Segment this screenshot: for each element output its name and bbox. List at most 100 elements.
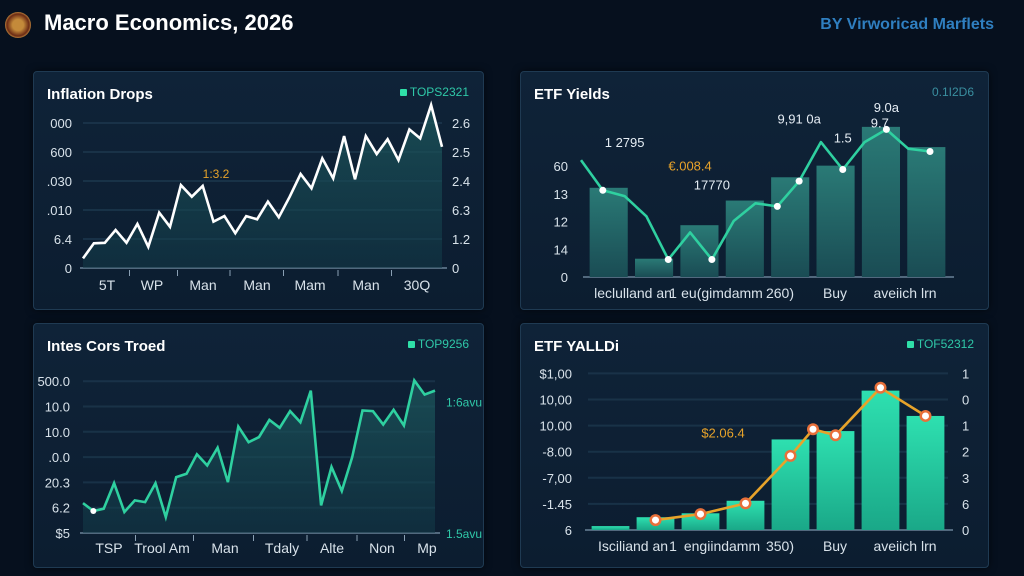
y-tick-label: $1,00 bbox=[539, 366, 572, 381]
data-point bbox=[697, 510, 704, 518]
x-tick-label: WP bbox=[141, 277, 164, 293]
y-tick-label: 10.0 bbox=[45, 400, 70, 415]
bar bbox=[861, 126, 900, 277]
y2-tick-label: 6.3 bbox=[452, 203, 470, 218]
area-fill bbox=[83, 105, 442, 268]
y2-tick-label: 1.5avu bbox=[446, 527, 482, 541]
y2-tick-label: 1.2 bbox=[452, 232, 470, 247]
x-tick-label: Non bbox=[369, 540, 395, 556]
data-point bbox=[922, 412, 929, 420]
x-tick-label: Man bbox=[352, 277, 379, 293]
bar bbox=[816, 165, 855, 277]
data-point bbox=[773, 202, 781, 210]
series-line bbox=[82, 377, 436, 522]
bar bbox=[907, 147, 946, 277]
x-tick-label: 30Q bbox=[404, 277, 431, 293]
data-point bbox=[832, 431, 839, 439]
y-tick-label: 10,00 bbox=[539, 393, 572, 408]
data-point bbox=[839, 166, 847, 174]
data-point bbox=[708, 256, 716, 264]
legend-badge: 0.1I2D6 bbox=[932, 85, 974, 99]
x-tick-label: Tdaly bbox=[265, 540, 299, 556]
y2-tick-label: 0 bbox=[962, 523, 969, 538]
bar bbox=[680, 225, 719, 277]
y2-tick-label: 0 bbox=[452, 261, 459, 276]
data-label: $2.06.4 bbox=[701, 425, 744, 440]
bar bbox=[816, 431, 855, 530]
bar bbox=[681, 513, 720, 530]
bar bbox=[635, 258, 674, 277]
bar bbox=[771, 177, 810, 277]
y-tick-label: 0 bbox=[561, 270, 568, 285]
x-tick-label: 5T bbox=[99, 277, 116, 293]
x-tick-label: Buy bbox=[823, 538, 847, 554]
y-tick-label: 20.3 bbox=[45, 475, 70, 490]
byline: BY Virworicad Marflets bbox=[820, 16, 994, 33]
bar bbox=[861, 390, 900, 530]
data-label: 1.5 bbox=[834, 131, 852, 146]
x-tick-label: aveiich lrn bbox=[873, 538, 936, 554]
y2-tick-label: 1 bbox=[962, 419, 969, 434]
x-tick-label: 260) bbox=[766, 285, 794, 301]
y-tick-label: 13 bbox=[554, 187, 568, 202]
panel-title: Inflation Drops bbox=[47, 86, 153, 103]
data-point bbox=[599, 186, 607, 194]
y2-tick-label: 2.4 bbox=[452, 174, 470, 189]
x-tick-label: Alte bbox=[320, 540, 344, 556]
y-tick-label: 6 bbox=[565, 523, 572, 538]
legend-label: TOP9256 bbox=[417, 337, 469, 351]
y-tick-label: .0.0 bbox=[48, 450, 70, 465]
x-tick-label: 1 bbox=[669, 538, 677, 554]
y2-tick-label: 6 bbox=[962, 497, 969, 512]
x-tick-label: 1 bbox=[669, 285, 677, 301]
data-point bbox=[664, 256, 672, 264]
data-label: 1 2795 bbox=[605, 135, 645, 150]
data-point bbox=[90, 507, 97, 514]
x-tick-label: Isciliand an bbox=[598, 538, 668, 554]
y-tick-label: 60 bbox=[554, 159, 568, 174]
x-tick-label: Man bbox=[189, 277, 216, 293]
data-point bbox=[787, 452, 794, 460]
x-tick-label: Mam bbox=[294, 277, 325, 293]
y2-tick-label: 2 bbox=[962, 445, 969, 460]
legend-label: TOPS2321 bbox=[409, 85, 469, 99]
data-label: €.008.4 bbox=[668, 158, 711, 173]
x-tick-label: Mp bbox=[417, 540, 437, 556]
data-point bbox=[809, 425, 817, 433]
y-tick-label: .010 bbox=[47, 203, 72, 218]
data-point bbox=[877, 384, 884, 392]
data-label: 17770 bbox=[694, 178, 730, 193]
y-tick-label: 600 bbox=[50, 145, 72, 160]
y-tick-label: 10.00 bbox=[539, 419, 572, 434]
y2-tick-label: 1 bbox=[962, 366, 969, 381]
bar bbox=[589, 187, 628, 277]
data-label: 9.0a bbox=[874, 100, 900, 115]
data-point bbox=[652, 516, 659, 524]
y-tick-label: 10.0 bbox=[45, 425, 70, 440]
legend-badge: TOP9256 bbox=[407, 337, 469, 351]
panel-title: ETF YALLDi bbox=[534, 338, 620, 355]
x-tick-label: engiindamm bbox=[684, 538, 760, 554]
x-tick-label: Man bbox=[211, 540, 238, 556]
y-tick-label: 0 bbox=[65, 261, 72, 276]
page-title: Macro Economics, 2026 bbox=[44, 10, 294, 35]
panel-title: Intes Cors Troed bbox=[47, 338, 166, 355]
series-line bbox=[81, 100, 444, 260]
series-line bbox=[579, 128, 931, 261]
x-tick-label: 350) bbox=[766, 538, 794, 554]
y-tick-label: -7,00 bbox=[542, 471, 572, 486]
data-point bbox=[742, 499, 749, 507]
panel-title: ETF Yields bbox=[534, 86, 610, 103]
x-tick-label: TSP bbox=[95, 540, 122, 556]
y-tick-label: 000 bbox=[50, 116, 72, 131]
x-tick-label: aveiich lrn bbox=[873, 285, 936, 301]
y-tick-label: 14 bbox=[554, 242, 568, 257]
y-tick-label: -1.45 bbox=[542, 497, 572, 512]
legend-badge: TOPS2321 bbox=[399, 85, 469, 99]
y2-tick-label: 1:6avu bbox=[446, 395, 482, 409]
legend-badge: TOF52312 bbox=[906, 337, 974, 351]
y-tick-label: 12 bbox=[554, 215, 568, 230]
x-tick-label: Buy bbox=[823, 285, 847, 301]
area-fill bbox=[83, 380, 435, 533]
